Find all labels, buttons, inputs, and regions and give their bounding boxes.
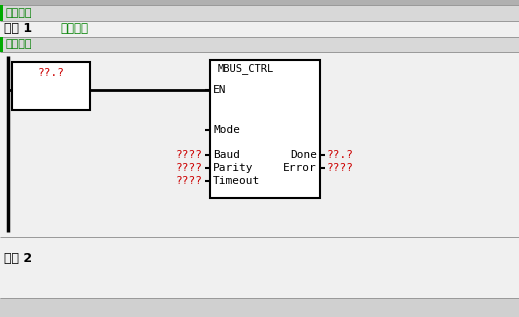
Text: 网络注释: 网络注释 <box>6 40 33 49</box>
Bar <box>0 0 519 5</box>
Text: Done: Done <box>290 150 317 160</box>
Bar <box>12 62 90 110</box>
Text: Mode: Mode <box>213 125 240 135</box>
Bar <box>0 5 3 21</box>
Text: Parity: Parity <box>213 163 253 173</box>
Text: 网络 1: 网络 1 <box>4 23 32 36</box>
Text: ????: ???? <box>176 163 203 173</box>
Text: 网络标题: 网络标题 <box>60 23 88 36</box>
Text: ??.?: ??.? <box>327 150 354 160</box>
Bar <box>210 60 320 198</box>
Text: ????: ???? <box>176 150 203 160</box>
Text: 网络 2: 网络 2 <box>4 251 32 264</box>
Text: ????: ???? <box>327 163 354 173</box>
Bar <box>0 298 519 317</box>
Text: Baud: Baud <box>213 150 240 160</box>
Text: MBUS_CTRL: MBUS_CTRL <box>218 63 274 74</box>
Text: 程序注释: 程序注释 <box>6 8 33 18</box>
Text: Error: Error <box>283 163 317 173</box>
Bar <box>0 37 519 52</box>
Bar <box>0 5 519 21</box>
Text: EN: EN <box>213 85 226 95</box>
Text: ????: ???? <box>176 176 203 186</box>
Text: ??.?: ??.? <box>37 68 64 78</box>
Bar <box>0 37 3 52</box>
Text: Timeout: Timeout <box>213 176 260 186</box>
